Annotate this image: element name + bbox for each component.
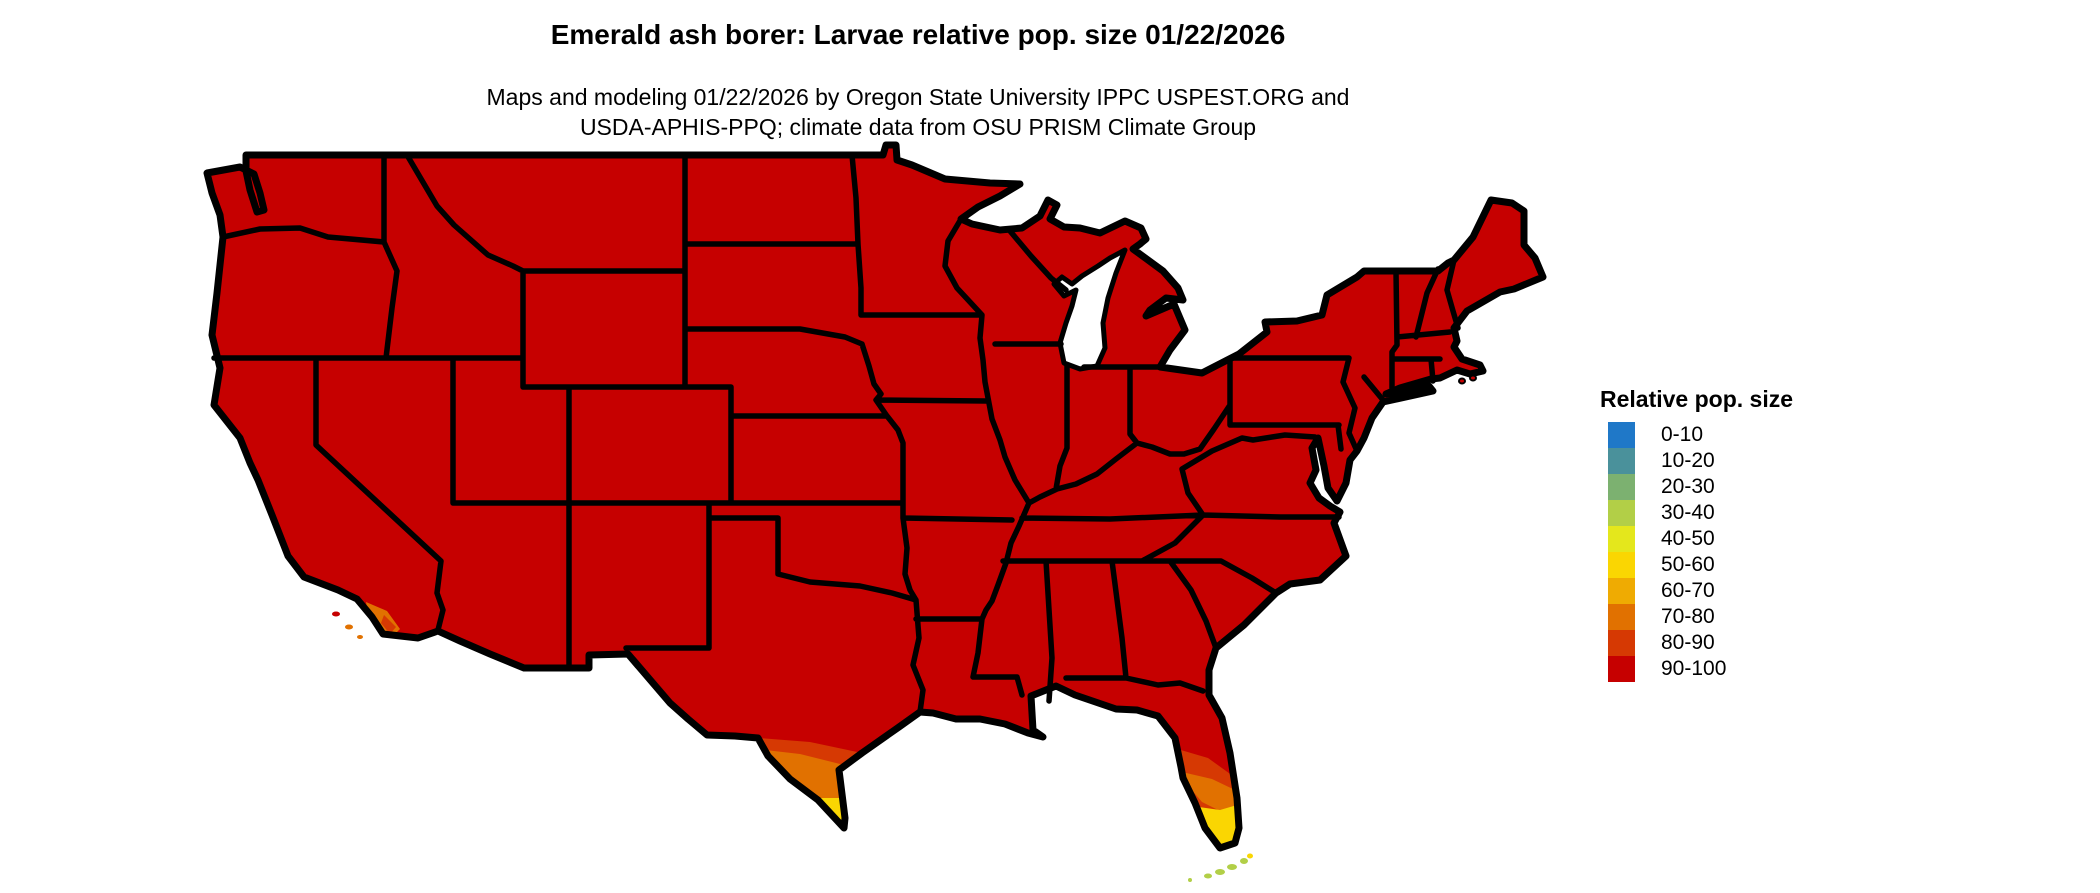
legend-label: 90-100 [1661,657,1727,680]
subtitle-line-1: Maps and modeling 01/22/2026 by Oregon S… [486,84,1350,110]
florida-keys [1188,853,1253,882]
legend-swatch-40-50 [1608,526,1635,552]
subtitle-line-2: USDA-APHIS-PPQ; climate data from OSU PR… [579,114,1257,140]
legend-swatch-10-20 [1608,448,1635,474]
legend-label: 40-50 [1661,527,1715,550]
legend-item: 40-50 [1608,526,1880,552]
state-borders [211,152,1461,715]
legend-label: 20-30 [1661,475,1715,498]
legend-swatch-50-60 [1608,552,1635,578]
us-map-container [200,138,1565,888]
legend-swatch-80-90 [1608,630,1635,656]
legend-swatch-90-100 [1608,656,1635,682]
conus-outline [203,141,1547,852]
new-england-islands [1458,374,1477,385]
legend-item: 20-30 [1608,474,1880,500]
legend-swatch-20-30 [1608,474,1635,500]
legend-label: 80-90 [1661,631,1715,654]
us-map [203,141,1547,882]
legend-label: 70-80 [1661,605,1715,628]
legend-item: 60-70 [1608,578,1880,604]
figure-subtitle: Maps and modeling 01/22/2026 by Oregon S… [0,82,1836,142]
legend-swatch-60-70 [1608,578,1635,604]
legend-label: 50-60 [1661,553,1715,576]
legend-label: 10-20 [1661,449,1715,472]
legend-label: 0-10 [1661,423,1704,446]
legend-swatch-0-10 [1608,422,1635,448]
legend-item: 50-60 [1608,552,1880,578]
legend-item: 30-40 [1608,500,1880,526]
map-legend: Relative pop. size 0-10 10-20 20-30 30-4… [1600,386,1880,682]
channel-islands [332,611,363,639]
legend-title: Relative pop. size [1600,386,1794,412]
page-title: Emerald ash borer: Larvae relative pop. … [550,19,1286,50]
southern-california-80-90 [381,615,396,634]
florida-70-80 [1182,772,1238,811]
legend-item: 90-100 [1608,656,1880,682]
legend-label: 60-70 [1661,579,1715,602]
legend-item: 10-20 [1608,448,1880,474]
south-texas-70-80 [748,748,848,828]
legend-item: 0-10 [1608,422,1880,448]
lake-michigan [1051,247,1128,372]
legend-label: 30-40 [1661,501,1715,524]
legend-swatch-70-80 [1608,604,1635,630]
legend-item: 70-80 [1608,604,1880,630]
legend-swatch-30-40 [1608,500,1635,526]
legend-item: 80-90 [1608,630,1880,656]
